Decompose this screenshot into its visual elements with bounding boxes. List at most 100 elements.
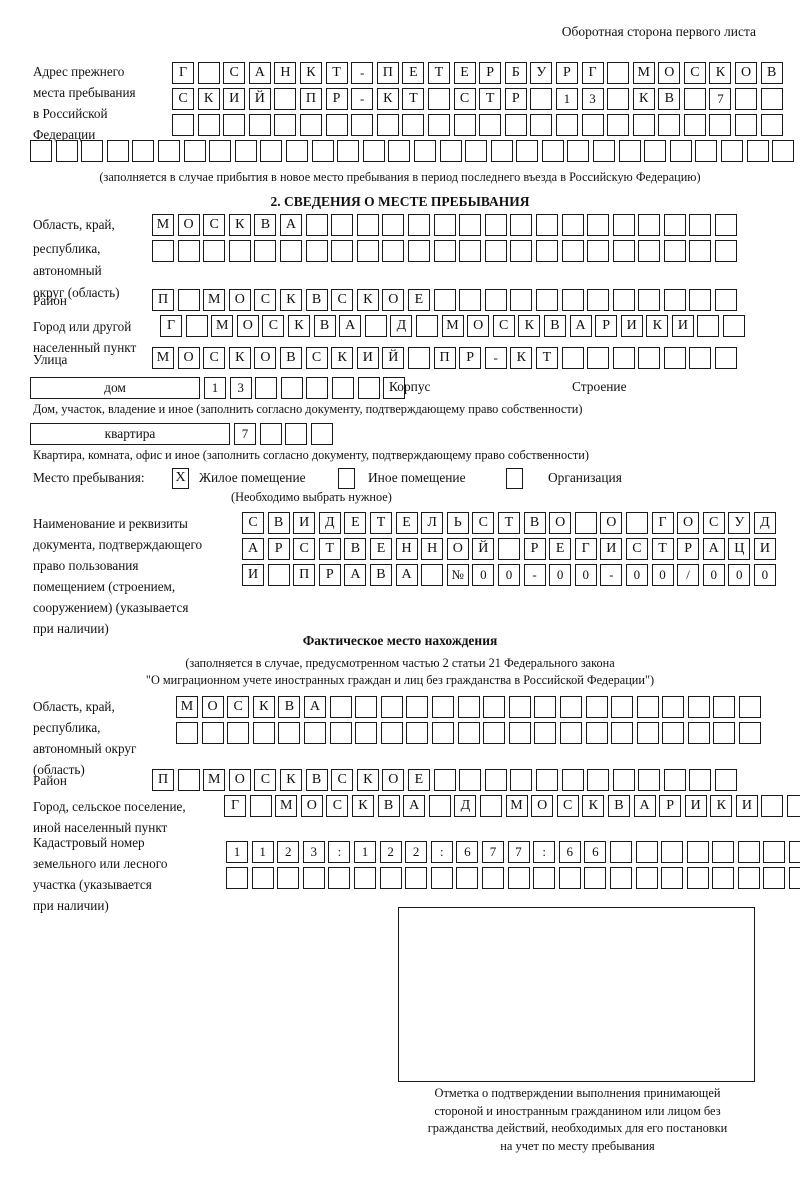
comb-cell[interactable]: П xyxy=(433,347,456,369)
comb-cell[interactable]: К xyxy=(279,769,302,791)
comb-cell[interactable]: Р xyxy=(523,538,546,560)
comb-cell[interactable]: - xyxy=(351,88,374,110)
comb-cell[interactable]: Т xyxy=(479,88,502,110)
comb-cell[interactable] xyxy=(559,696,582,718)
comb-cell[interactable]: Л xyxy=(421,512,444,534)
comb-cell[interactable] xyxy=(407,214,430,236)
comb-cell[interactable] xyxy=(260,140,283,162)
comb-cell[interactable]: В xyxy=(523,512,546,534)
comb-cell[interactable] xyxy=(611,722,634,744)
comb-cell[interactable]: А xyxy=(569,315,592,337)
comb-cell[interactable]: Р xyxy=(267,538,290,560)
comb-cell[interactable] xyxy=(737,841,760,863)
comb-cell[interactable] xyxy=(739,696,762,718)
comb-cell[interactable]: О xyxy=(254,347,277,369)
comb-cell[interactable] xyxy=(683,88,706,110)
comb-cell[interactable]: М xyxy=(152,347,174,369)
comb-cell[interactable]: Р xyxy=(595,315,618,337)
comb-cell[interactable] xyxy=(530,88,553,110)
comb-cell[interactable] xyxy=(638,240,661,262)
comb-cell[interactable]: С xyxy=(203,214,226,236)
comb-cell[interactable]: Ь xyxy=(446,512,469,534)
s2-flat-row[interactable]: 7 xyxy=(234,423,333,445)
comb-cell[interactable] xyxy=(689,347,712,369)
comb-cell[interactable]: М xyxy=(505,795,528,817)
comb-cell[interactable]: - xyxy=(484,347,507,369)
comb-cell[interactable] xyxy=(278,722,301,744)
comb-cell[interactable] xyxy=(618,140,641,162)
comb-cell[interactable] xyxy=(612,769,635,791)
comb-cell[interactable] xyxy=(533,867,556,889)
comb-cell[interactable] xyxy=(427,88,450,110)
comb-cell[interactable] xyxy=(172,114,194,136)
comb-cell[interactable] xyxy=(328,867,351,889)
s2-doc-row-3[interactable]: И П Р А В А № 0 0-0 0-0 0/0 0 0 xyxy=(242,564,776,586)
comb-cell[interactable] xyxy=(662,722,685,744)
comb-cell[interactable] xyxy=(625,512,648,534)
comb-cell[interactable] xyxy=(433,769,456,791)
comb-cell[interactable] xyxy=(516,140,539,162)
comb-cell[interactable]: 7 xyxy=(481,841,504,863)
comb-cell[interactable]: Р xyxy=(677,538,700,560)
comb-cell[interactable] xyxy=(465,140,488,162)
comb-cell[interactable] xyxy=(353,867,376,889)
comb-cell[interactable] xyxy=(311,140,334,162)
comb-cell[interactable] xyxy=(587,347,610,369)
comb-cell[interactable]: К xyxy=(279,289,302,311)
comb-cell[interactable] xyxy=(483,722,506,744)
comb-cell[interactable] xyxy=(632,114,655,136)
comb-cell[interactable] xyxy=(636,696,659,718)
comb-cell[interactable]: О xyxy=(300,795,323,817)
comb-cell[interactable] xyxy=(305,240,328,262)
comb-cell[interactable]: П xyxy=(376,62,399,84)
comb-cell[interactable]: В xyxy=(313,315,336,337)
comb-cell[interactable] xyxy=(274,114,297,136)
comb-cell[interactable] xyxy=(439,140,462,162)
comb-cell[interactable]: К xyxy=(518,315,541,337)
comb-cell[interactable]: С xyxy=(293,538,316,560)
comb-cell[interactable] xyxy=(362,140,385,162)
comb-cell[interactable] xyxy=(227,722,250,744)
comb-cell[interactable]: С xyxy=(242,512,264,534)
comb-cell[interactable]: С xyxy=(227,696,250,718)
comb-cell[interactable] xyxy=(561,240,584,262)
comb-cell[interactable]: Е xyxy=(344,512,367,534)
comb-cell[interactable] xyxy=(635,841,658,863)
comb-cell[interactable]: 0 xyxy=(753,564,776,586)
comb-cell[interactable] xyxy=(555,114,578,136)
comb-cell[interactable]: Е xyxy=(395,512,418,534)
comb-cell[interactable] xyxy=(607,114,630,136)
comb-cell[interactable]: В xyxy=(278,696,301,718)
comb-cell[interactable]: Г xyxy=(160,315,182,337)
comb-cell[interactable] xyxy=(687,696,710,718)
comb-cell[interactable]: 3 xyxy=(229,377,252,399)
comb-cell[interactable] xyxy=(226,867,248,889)
comb-cell[interactable]: М xyxy=(211,315,234,337)
comb-cell[interactable]: Е xyxy=(407,289,430,311)
comb-cell[interactable]: М xyxy=(176,696,198,718)
comb-cell[interactable]: Р xyxy=(555,62,578,84)
comb-cell[interactable] xyxy=(721,140,744,162)
comb-cell[interactable] xyxy=(254,240,277,262)
comb-cell[interactable] xyxy=(483,696,506,718)
comb-cell[interactable]: С xyxy=(683,62,706,84)
comb-cell[interactable]: К xyxy=(228,347,251,369)
comb-cell[interactable]: К xyxy=(351,795,374,817)
comb-cell[interactable] xyxy=(490,140,513,162)
comb-cell[interactable] xyxy=(413,140,436,162)
comb-cell[interactable]: П xyxy=(293,564,316,586)
comb-cell[interactable] xyxy=(567,140,590,162)
comb-cell[interactable]: В xyxy=(543,315,566,337)
comb-cell[interactable]: Р xyxy=(325,88,348,110)
comb-cell[interactable]: В xyxy=(377,795,400,817)
comb-cell[interactable] xyxy=(541,140,564,162)
comb-cell[interactable] xyxy=(459,289,482,311)
comb-cell[interactable]: Г xyxy=(574,538,597,560)
comb-cell[interactable]: Е xyxy=(407,769,430,791)
comb-cell[interactable]: И xyxy=(684,795,707,817)
comb-cell[interactable]: 0 xyxy=(574,564,597,586)
comb-cell[interactable]: О xyxy=(236,315,259,337)
